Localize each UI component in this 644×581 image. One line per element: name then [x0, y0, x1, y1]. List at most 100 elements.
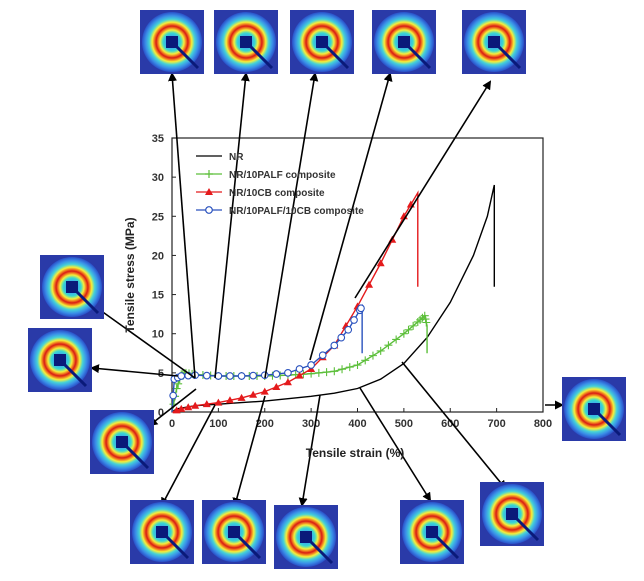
- x-tick-label: 500: [395, 418, 413, 430]
- series-line-3: [171, 303, 363, 413]
- x-tick-label: 100: [209, 418, 227, 430]
- series-marker-circle: [226, 372, 234, 380]
- annotation-arrow: [309, 72, 393, 361]
- series-marker-plus: [345, 363, 354, 372]
- annotation-arrow: [354, 80, 492, 299]
- annotation-arrow: [161, 404, 216, 507]
- x-tick-label: 0: [169, 418, 175, 430]
- y-tick-label: 35: [152, 133, 164, 145]
- series-marker-triangle: [225, 396, 234, 404]
- annotation-arrow: [298, 394, 321, 507]
- series-marker-circle: [330, 341, 339, 350]
- series-marker-circle: [272, 370, 281, 378]
- plot-frame: [171, 137, 544, 413]
- series-marker-triangle: [260, 387, 269, 395]
- legend-label-palf-cb: NR/10PALF/10CB composite: [229, 206, 364, 217]
- y-tick-label: 30: [152, 172, 164, 184]
- saxs-ring-pattern-icon: [400, 500, 464, 564]
- legend-marker-plus: [205, 170, 213, 178]
- series-marker-plus: [314, 368, 323, 377]
- series-marker-triangle: [272, 382, 281, 390]
- x-tick-label: 300: [302, 418, 320, 430]
- series-marker-triangle: [177, 404, 186, 412]
- y-tick-label: 20: [152, 250, 164, 262]
- y-axis-label: Tensile stress (MPa): [123, 217, 137, 332]
- annotation-icons: [28, 10, 626, 569]
- series-marker-circle: [344, 325, 353, 334]
- y-tick-label: 0: [158, 407, 164, 419]
- x-tick-label: 700: [487, 418, 505, 430]
- series-marker-triangle: [376, 259, 385, 267]
- beamstop-arm: [160, 530, 190, 560]
- tick-layer: 010020030040050060070080005101520253035: [152, 133, 552, 430]
- series-marker-triangle: [214, 398, 223, 406]
- x-tick-label: 800: [534, 418, 552, 430]
- y-tick-label: 10: [152, 329, 164, 341]
- series-marker-triangle: [283, 378, 292, 386]
- y-tick-label: 25: [152, 211, 164, 223]
- beamstop-arm: [430, 530, 460, 560]
- series-marker-triangle: [365, 280, 374, 288]
- beamstop-arm: [402, 40, 432, 70]
- series-marker-plus: [322, 368, 331, 377]
- annotation-arrow: [84, 298, 196, 379]
- series-marker-plus: [392, 335, 401, 344]
- x-axis-label: Tensile strain (%): [306, 446, 404, 460]
- annotation-arrow: [90, 364, 179, 377]
- saxs-ring-pattern-icon: [140, 10, 204, 74]
- legend-label-cb: NR/10CB composite: [229, 188, 325, 199]
- series-marker-circle: [177, 372, 186, 380]
- annotation-arrow: [264, 72, 319, 379]
- series-marker-triangle: [249, 390, 258, 398]
- series-marker-triangle: [202, 400, 211, 408]
- beamstop-arm: [170, 40, 200, 70]
- series-marker-triangle: [237, 393, 246, 401]
- series-marker-plus: [353, 361, 362, 370]
- beamstop-arm: [120, 440, 150, 470]
- series-marker-plus: [420, 311, 429, 320]
- series-marker-triangle: [191, 401, 200, 409]
- saxs-ring-pattern-icon: [28, 328, 92, 392]
- legend: NR NR/10PALF composite NR/10CB composite…: [196, 152, 364, 217]
- series-marker-circle: [249, 371, 258, 380]
- y-tick-label: 15: [152, 290, 164, 302]
- legend-marker-triangle: [205, 188, 213, 195]
- series-marker-triangle: [295, 371, 304, 379]
- series-marker-circle: [307, 361, 315, 369]
- saxs-ring-pattern-icon: [462, 10, 526, 74]
- series-marker-plus: [376, 346, 385, 355]
- legend-marker-circle: [205, 206, 213, 214]
- beamstop-arm: [232, 530, 262, 560]
- saxs-ring-pattern-icon: [130, 500, 194, 564]
- series-line-0: [171, 184, 496, 413]
- annotation-arrows: [84, 72, 564, 507]
- beamstop-arm: [592, 407, 622, 437]
- saxs-ring-pattern-icon: [480, 482, 544, 546]
- beamstop-arm: [510, 512, 540, 542]
- series-marker-plus: [368, 351, 377, 360]
- series-layer: [169, 184, 496, 414]
- series-marker-plus: [361, 356, 370, 365]
- saxs-ring-pattern-icon: [290, 10, 354, 74]
- series-marker-plus: [330, 367, 339, 376]
- saxs-ring-pattern-icon: [562, 377, 626, 441]
- x-tick-label: 200: [256, 418, 274, 430]
- series-marker-plus: [338, 365, 347, 374]
- series-marker-circle: [284, 369, 292, 377]
- series-marker-plus: [384, 341, 393, 350]
- series-marker-circle: [357, 304, 365, 313]
- saxs-ring-pattern-icon: [90, 410, 154, 474]
- annotation-arrow: [214, 72, 250, 379]
- series-marker-circle: [337, 333, 346, 342]
- x-tick-label: 400: [348, 418, 366, 430]
- beamstop-arm: [320, 40, 350, 70]
- saxs-ring-pattern-icon: [214, 10, 278, 74]
- series-marker-circle: [295, 365, 304, 373]
- series-marker-circle: [350, 316, 358, 324]
- annotation-arrow: [168, 72, 196, 379]
- series-marker-plus: [421, 315, 430, 324]
- series-marker-circle: [202, 371, 211, 380]
- series-marker-plus: [422, 318, 431, 327]
- annotation-arrow: [232, 395, 266, 507]
